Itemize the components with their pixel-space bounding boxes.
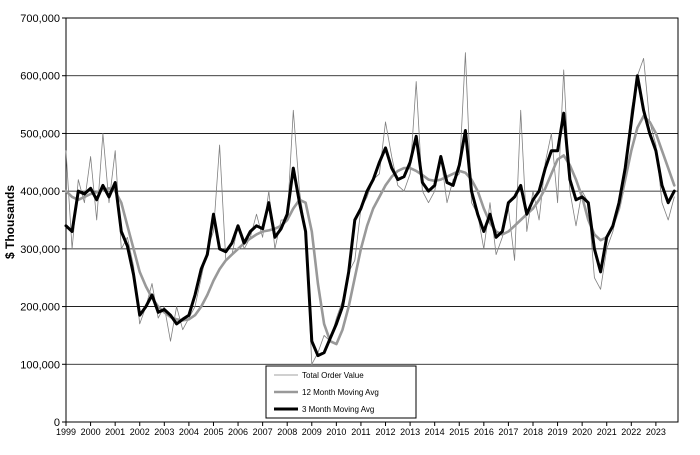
x-tick-label: 2004 — [179, 427, 199, 437]
series-line-3 — [64, 74, 676, 358]
x-tick-label: 2001 — [105, 427, 125, 437]
y-tick-label: 700,000 — [20, 13, 60, 25]
y-tick-label: 0 — [54, 417, 60, 429]
y-axis-label: $ Thousands — [3, 185, 17, 259]
x-tick-label: 2020 — [572, 427, 592, 437]
y-tick-label: 600,000 — [20, 71, 60, 83]
y-tick-label: 100,000 — [20, 359, 60, 371]
x-tick-label: 2016 — [474, 427, 494, 437]
x-tick-label: 2010 — [326, 427, 346, 437]
x-tick-label: 2003 — [154, 427, 174, 437]
x-tick-label: 2022 — [621, 427, 641, 437]
x-tick-label: 2011 — [351, 427, 370, 437]
legend-label: 12 Month Moving Avg — [302, 388, 379, 397]
legend: Total Order Value 12 Month Moving Avg 3 Mo… — [265, 365, 417, 419]
series-line-2 — [64, 114, 676, 346]
x-tick-label: 2009 — [302, 427, 322, 437]
x-tick-label: 2021 — [597, 427, 617, 437]
x-tick-label: 2023 — [646, 427, 666, 437]
x-tick-label: 1999 — [56, 427, 76, 437]
y-tick-label: 400,000 — [20, 186, 60, 198]
x-tick-label: 2012 — [376, 427, 396, 437]
x-tick-label: 2007 — [253, 427, 273, 437]
y-tick-label: 200,000 — [20, 302, 60, 314]
x-tick-label: 2018 — [523, 427, 543, 437]
legend-label: 3 Month Moving Avg — [302, 405, 374, 414]
x-tick-label: 2017 — [498, 427, 518, 437]
grid-lines — [66, 75, 678, 365]
series-lines — [64, 52, 676, 365]
y-tick-label: 500,000 — [20, 128, 60, 140]
plot-area-border — [65, 17, 679, 423]
x-tick-label: 2000 — [81, 427, 101, 437]
x-tick-label: 2013 — [400, 427, 420, 437]
x-tick-label: 2005 — [203, 427, 223, 437]
x-tick-label: 2014 — [425, 427, 445, 437]
legend-label: Total Order Value — [302, 371, 364, 380]
x-tick-label: 2019 — [548, 427, 568, 437]
x-tick-label: 2006 — [228, 427, 248, 437]
x-tick-label: 2002 — [130, 427, 150, 437]
y-tick-label: 300,000 — [20, 244, 60, 256]
x-tick-label: 2015 — [449, 427, 469, 437]
x-tick-label: 2008 — [277, 427, 297, 437]
axes: 0 100,000 200,000 300,000 400,000 500,000 600,… — [20, 13, 679, 437]
